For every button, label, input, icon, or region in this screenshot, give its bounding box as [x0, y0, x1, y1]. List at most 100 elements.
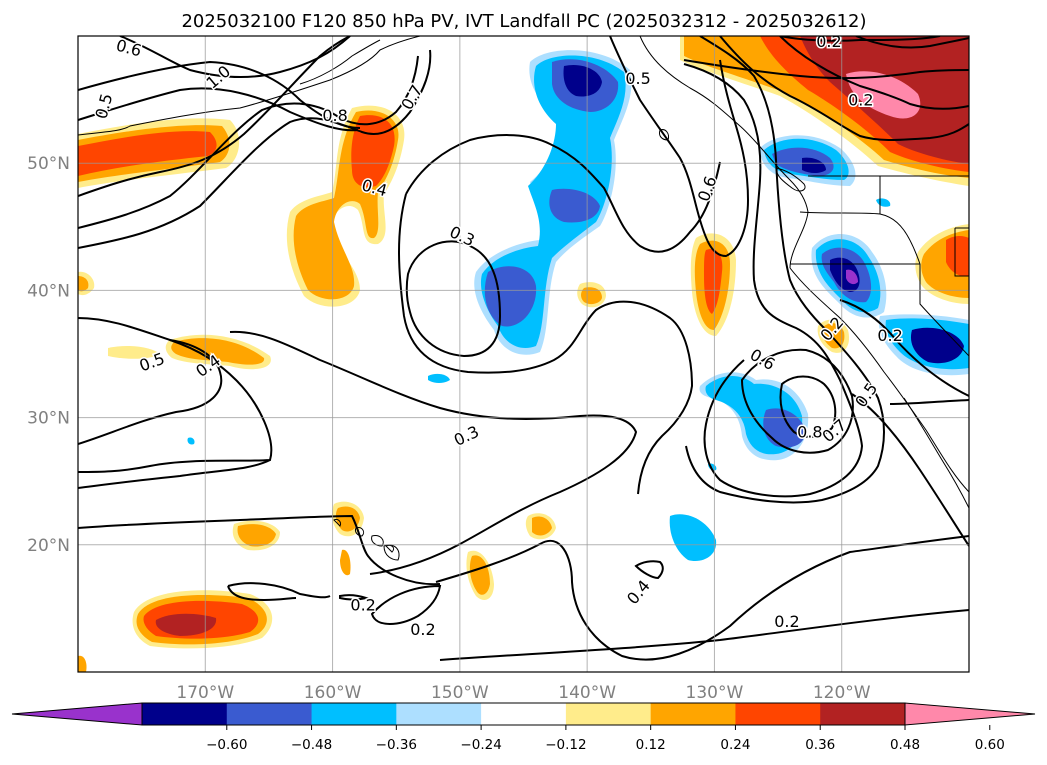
contour-line — [398, 193, 694, 495]
graticule — [78, 36, 969, 672]
pv-positive-region — [108, 346, 160, 359]
pv-positive-region — [821, 323, 845, 349]
contour-label: 0.2 — [410, 620, 435, 639]
colorbar-swatch — [311, 703, 397, 725]
pv-positive-region — [78, 655, 87, 672]
contour-line — [779, 36, 941, 42]
contour-label: 0.2 — [848, 91, 873, 110]
pv-negative-region — [763, 408, 806, 448]
contour-line — [227, 585, 297, 602]
colorbar-tick-label: −0.12 — [545, 737, 586, 753]
colorbar-swatch — [481, 703, 567, 725]
contour-line — [435, 535, 969, 661]
colorbar-overflow-extension — [904, 702, 1036, 726]
pv-positive-region — [155, 613, 217, 636]
hawaii-island — [333, 519, 341, 527]
latitude-tick-label: 50°N — [27, 154, 70, 174]
contour-line — [405, 134, 721, 253]
longitude-tick-label: 130°W — [686, 683, 744, 703]
colorbar-tick-label: 0.12 — [636, 737, 666, 753]
pv-negative-region — [669, 514, 717, 562]
contour-line — [683, 59, 969, 80]
pv-positive-region — [704, 248, 723, 314]
contour-label: 0.2 — [774, 612, 799, 631]
colorbar-swatch — [650, 703, 736, 725]
longitude-tick-label: 160°W — [304, 683, 362, 703]
colorbar-tick-label: −0.60 — [206, 737, 247, 753]
contour-label: 0.2 — [816, 32, 841, 51]
colorbar-swatch — [226, 703, 313, 725]
contour-label: 0.2 — [877, 326, 902, 345]
colorbar-tick-label: 0.48 — [890, 737, 920, 753]
bc-coastline — [639, 36, 809, 269]
latitude-tick-label: 30°N — [27, 409, 70, 429]
longitude-tick-label: 170°W — [176, 683, 234, 703]
contour-line — [779, 375, 837, 438]
map-panel: 0.61.00.5 0.70.80.40.30.50.60.20.20.20.20… — [77, 32, 970, 673]
nevada-box — [954, 227, 969, 277]
pv-positive-region — [846, 71, 921, 119]
colorbar — [11, 702, 1036, 726]
contour-line — [119, 36, 351, 79]
contour-line — [78, 87, 359, 132]
colorbar-tick-label: −0.48 — [291, 737, 332, 753]
contour-line — [855, 36, 969, 49]
pv-negative-region — [563, 64, 602, 97]
state-border-ca-nv — [919, 264, 969, 357]
contour-line — [78, 317, 273, 473]
colorbar-frame — [141, 702, 906, 726]
contour-line — [78, 55, 419, 229]
colorbar-swatch — [396, 703, 482, 725]
contour-label: 0.6 — [114, 35, 144, 60]
pv-positive-region — [946, 236, 969, 277]
contour-line — [439, 609, 969, 661]
contour-line — [719, 36, 969, 141]
contour-line — [609, 36, 750, 258]
contour-line — [839, 299, 969, 397]
contour-line — [78, 459, 271, 489]
map-frame — [77, 35, 970, 673]
hawaii-island — [371, 535, 384, 547]
pv-positive-region — [335, 506, 360, 532]
latitude-tick-labels: 50°N 40°N 30°N 20°N — [27, 154, 70, 556]
state-border-wa-or — [799, 211, 881, 215]
map-title: 2025032100 F120 850 hPa PV, IVT Landfall… — [181, 11, 866, 32]
latitude-tick-label: 40°N — [27, 281, 70, 301]
contour-line — [634, 560, 664, 580]
pv-positive-region — [581, 287, 602, 305]
colorbar-tick-label: 0.36 — [805, 737, 835, 753]
contour-line — [851, 393, 969, 547]
colorbar-underflow-extension — [11, 702, 143, 726]
contour-line — [229, 330, 638, 575]
contour-line — [78, 514, 441, 586]
baja-coastline — [903, 397, 969, 509]
vancouver-island — [775, 167, 806, 192]
colorbar-tick-labels: −0.60 −0.48 −0.36 −0.24 −0.12 0.12 0.24 0.36 0.4… — [206, 725, 1005, 753]
pv-positive-region — [469, 555, 490, 595]
longitude-tick-label: 120°W — [813, 683, 871, 703]
pv-positive-region — [78, 131, 217, 176]
colorbar-tick-label: 0.60 — [975, 737, 1005, 753]
longitude-tick-label: 150°W — [431, 683, 489, 703]
hawaii-island — [385, 545, 395, 553]
contour-line — [779, 36, 969, 110]
longitude-tick-labels: 170°W 160°W 150°W 140°W 130°W 120°W — [176, 683, 870, 703]
pv-negative-region — [428, 373, 450, 383]
contour-line — [227, 582, 331, 599]
pv-positive-region — [532, 516, 552, 536]
pv-positive-region — [78, 276, 89, 292]
contour-line — [685, 36, 885, 504]
contour-label: 0.2 — [350, 596, 375, 615]
pv-negative-region — [484, 266, 537, 327]
pv-negative-region — [846, 269, 858, 285]
colorbar-swatch — [142, 703, 228, 725]
colorbar-tick-label: 0.24 — [720, 737, 750, 753]
colorbar-swatch — [735, 703, 821, 725]
contour-line — [889, 399, 969, 405]
pv-negative-region — [187, 437, 195, 445]
us-west-coastline — [789, 267, 969, 493]
contour-line — [370, 584, 442, 625]
pv-positive-region — [340, 549, 351, 576]
contour-label: 0.8 — [322, 106, 347, 125]
